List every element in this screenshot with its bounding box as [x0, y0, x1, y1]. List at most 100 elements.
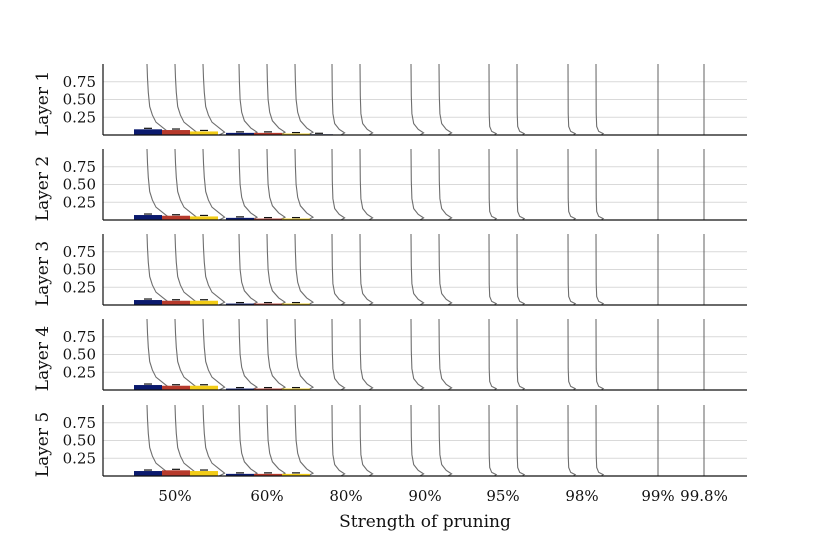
- violin-line: [266, 404, 287, 477]
- violin-line: [294, 318, 315, 391]
- violin-line: [294, 148, 315, 221]
- violin-line: [266, 318, 287, 391]
- violin-line: [516, 148, 526, 221]
- y-tick-label: 0.25: [63, 363, 96, 381]
- bar: [162, 130, 190, 135]
- bar: [282, 388, 310, 390]
- bar: [190, 385, 218, 390]
- violin-line: [238, 63, 259, 136]
- violin-line: [202, 63, 226, 136]
- violin-line: [516, 63, 526, 136]
- violin-line: [595, 233, 605, 306]
- y-tick-label: 0.75: [63, 158, 96, 176]
- y-tick-label: 0.25: [63, 108, 96, 126]
- violin-line: [438, 148, 453, 221]
- bar: [254, 132, 282, 135]
- y-tick-label: 0.50: [63, 176, 96, 194]
- bar: [134, 129, 162, 135]
- bar: [282, 303, 310, 305]
- violin-line: [488, 404, 498, 477]
- y-tick-label: 0.75: [63, 243, 96, 261]
- panel-label: Layer 2: [33, 156, 53, 221]
- x-axis-title: Strength of pruning: [339, 512, 511, 532]
- violin-line: [238, 318, 259, 391]
- violin-line: [359, 148, 374, 221]
- bar: [282, 133, 310, 135]
- x-tick-label: 98%: [565, 487, 598, 505]
- violin-line: [438, 404, 453, 477]
- violin-line: [410, 63, 425, 136]
- bar: [134, 215, 162, 220]
- y-tick-label: 0.50: [63, 432, 96, 450]
- panel-label: Layer 4: [33, 326, 53, 391]
- bar: [282, 473, 310, 476]
- violin-line: [359, 233, 374, 306]
- violin-line: [516, 404, 526, 477]
- bar: [134, 300, 162, 305]
- x-tick-label: 99%: [641, 487, 674, 505]
- bar: [162, 300, 190, 305]
- bar: [254, 303, 282, 305]
- panel-label: Layer 5: [33, 412, 53, 477]
- x-tick-label: 80%: [329, 487, 362, 505]
- violin-line: [488, 233, 498, 306]
- bar: [254, 218, 282, 220]
- violin-line: [359, 404, 374, 477]
- violin-line: [238, 233, 259, 306]
- panel-1: 0.250.500.75 Layer 1: [33, 63, 747, 136]
- violin-line: [202, 404, 226, 477]
- violin-line: [331, 148, 346, 221]
- violin-line: [567, 63, 577, 136]
- bar: [162, 215, 190, 220]
- bar: [226, 388, 254, 390]
- bar: [134, 385, 162, 390]
- bar: [226, 473, 254, 476]
- violin-line: [331, 233, 346, 306]
- y-tick-label: 0.25: [63, 193, 96, 211]
- bar: [226, 303, 254, 305]
- violin-line: [331, 318, 346, 391]
- violin-line: [266, 63, 287, 136]
- violin-line: [516, 318, 526, 391]
- violin-line: [238, 148, 259, 221]
- bar: [162, 385, 190, 390]
- bar: [282, 218, 310, 220]
- violin-line: [174, 148, 198, 221]
- violin-line: [567, 318, 577, 391]
- violin-line: [567, 148, 577, 221]
- violin-line: [595, 404, 605, 477]
- y-tick-label: 0.75: [63, 328, 96, 346]
- bar: [190, 216, 218, 220]
- bar: [134, 471, 162, 476]
- violin-line: [331, 404, 346, 477]
- x-tick-label: 90%: [408, 487, 441, 505]
- violin-line: [410, 148, 425, 221]
- y-tick-label: 0.75: [63, 73, 96, 91]
- y-tick-label: 0.25: [63, 278, 96, 296]
- violin-line: [410, 318, 425, 391]
- violin-line: [294, 233, 315, 306]
- y-tick-label: 0.50: [63, 91, 96, 109]
- bar: [226, 132, 254, 135]
- violin-line: [488, 318, 498, 391]
- bar: [226, 217, 254, 220]
- bar: [162, 470, 190, 476]
- violin-line: [359, 318, 374, 391]
- violin-line: [567, 404, 577, 477]
- violin-line: [359, 63, 374, 136]
- x-axis: 50% 60% 80% 90% 95% 98% 99% 99.8%: [158, 487, 728, 505]
- violin-line: [438, 233, 453, 306]
- y-tick-label: 0.50: [63, 261, 96, 279]
- panel-3: 0.250.500.75 Layer 3: [33, 233, 747, 306]
- violin-line: [595, 148, 605, 221]
- violin-line: [174, 63, 198, 136]
- violin-line: [516, 233, 526, 306]
- y-tick-label: 0.75: [63, 414, 96, 432]
- violin-line: [266, 233, 287, 306]
- violin-line: [202, 233, 226, 306]
- panel-5: 0.250.500.75 Layer 5: [33, 404, 747, 477]
- x-tick-label: 60%: [250, 487, 283, 505]
